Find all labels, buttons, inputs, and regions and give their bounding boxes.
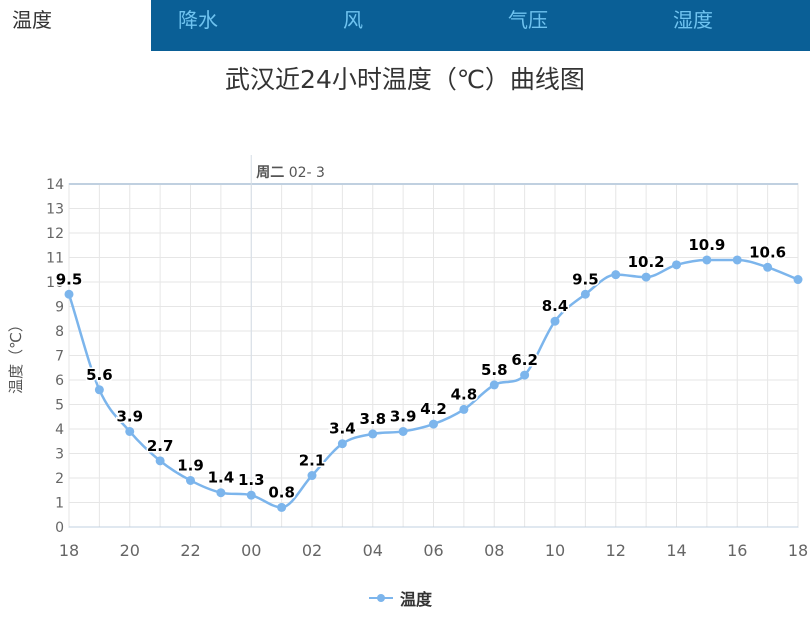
y-tick-label: 8 <box>55 324 64 340</box>
y-tick-label: 10 <box>46 275 64 291</box>
y-tick-label: 4 <box>55 422 64 438</box>
y-tick-label: 7 <box>55 349 64 365</box>
x-tick-label: 12 <box>606 541 626 560</box>
data-point <box>64 289 74 299</box>
data-point <box>155 456 165 466</box>
x-tick-label: 20 <box>120 541 140 560</box>
tab-precipitation[interactable]: 降水 <box>178 8 218 32</box>
data-label: 3.9 <box>116 407 143 425</box>
data-point <box>125 426 135 436</box>
y-tick-label: 12 <box>46 226 64 242</box>
x-tick-label: 10 <box>545 541 565 560</box>
data-label: 10.9 <box>688 236 725 254</box>
x-tick-label: 02 <box>302 541 322 560</box>
data-label: 1.9 <box>177 456 204 474</box>
data-point <box>307 471 317 481</box>
data-point <box>216 488 226 498</box>
data-point <box>398 426 408 436</box>
tab-temperature[interactable]: 温度 <box>0 0 151 51</box>
data-point <box>186 475 195 485</box>
data-label: 6.2 <box>511 351 538 369</box>
data-label: 10.2 <box>628 253 665 271</box>
data-point <box>763 262 773 272</box>
y-tick-label: 9 <box>55 300 64 316</box>
data-label: 8.4 <box>542 297 569 315</box>
data-label: 9.5 <box>56 270 83 288</box>
x-tick-label: 00 <box>241 541 261 560</box>
data-label: 1.4 <box>208 469 235 487</box>
x-tick-label: 14 <box>666 541 686 560</box>
data-point <box>94 385 104 395</box>
x-tick-label: 18 <box>59 541 79 560</box>
y-tick-label: 5 <box>55 398 64 414</box>
data-point <box>277 502 287 512</box>
data-point <box>368 429 378 439</box>
y-tick-label: 1 <box>55 496 64 512</box>
y-axis-title: 温度（℃） <box>7 317 25 394</box>
x-tick-label: 22 <box>180 541 200 560</box>
data-point <box>793 275 803 285</box>
tab-wind[interactable]: 风 <box>343 8 363 32</box>
data-point <box>246 490 256 500</box>
data-label: 4.8 <box>451 385 478 403</box>
y-tick-label: 3 <box>55 447 64 463</box>
data-point <box>459 404 469 414</box>
x-tick-label: 04 <box>363 541 383 560</box>
legend-line-icon <box>369 594 393 602</box>
data-point <box>520 370 530 380</box>
data-point <box>550 316 560 326</box>
y-tick-label: 2 <box>55 471 64 487</box>
data-point <box>672 260 681 270</box>
date-marker-label: 周二 02- 3 <box>256 165 325 181</box>
data-label: 1.3 <box>238 471 265 489</box>
data-label: 3.4 <box>329 420 356 438</box>
data-label: 10.6 <box>749 243 786 261</box>
data-label: 2.1 <box>299 452 326 470</box>
legend-label: 温度 <box>400 590 433 609</box>
data-label: 2.7 <box>147 437 174 455</box>
data-point <box>702 255 712 265</box>
data-label: 5.6 <box>86 366 113 384</box>
x-tick-label: 16 <box>727 541 747 560</box>
data-point <box>611 270 621 280</box>
data-point <box>337 439 347 449</box>
y-tick-label: 11 <box>46 251 64 267</box>
data-point <box>732 255 742 265</box>
tab-pressure[interactable]: 气压 <box>508 8 548 32</box>
data-label: 5.8 <box>481 361 508 379</box>
data-point <box>429 419 438 429</box>
data-point <box>580 289 590 299</box>
chart-title: 武汉近24小时温度（℃）曲线图 <box>225 65 585 94</box>
tab-humidity[interactable]: 湿度 <box>673 8 713 32</box>
x-tick-label: 08 <box>484 541 504 560</box>
data-label: 9.5 <box>572 270 599 288</box>
data-point <box>489 380 499 390</box>
data-point <box>641 272 651 282</box>
data-label: 0.8 <box>268 483 295 501</box>
data-label: 3.9 <box>390 407 417 425</box>
x-tick-label: 06 <box>423 541 443 560</box>
y-tick-label: 6 <box>55 373 64 389</box>
y-tick-label: 13 <box>46 202 64 218</box>
y-tick-label: 0 <box>55 520 64 536</box>
data-label: 3.8 <box>359 410 386 428</box>
tab-bar: 温度 降水 风 气压 湿度 <box>0 0 810 51</box>
legend-item-temperature[interactable]: 温度 <box>368 588 433 609</box>
x-tick-label: 18 <box>788 541 808 560</box>
y-tick-label: 14 <box>46 177 64 193</box>
data-label: 4.2 <box>420 400 447 418</box>
